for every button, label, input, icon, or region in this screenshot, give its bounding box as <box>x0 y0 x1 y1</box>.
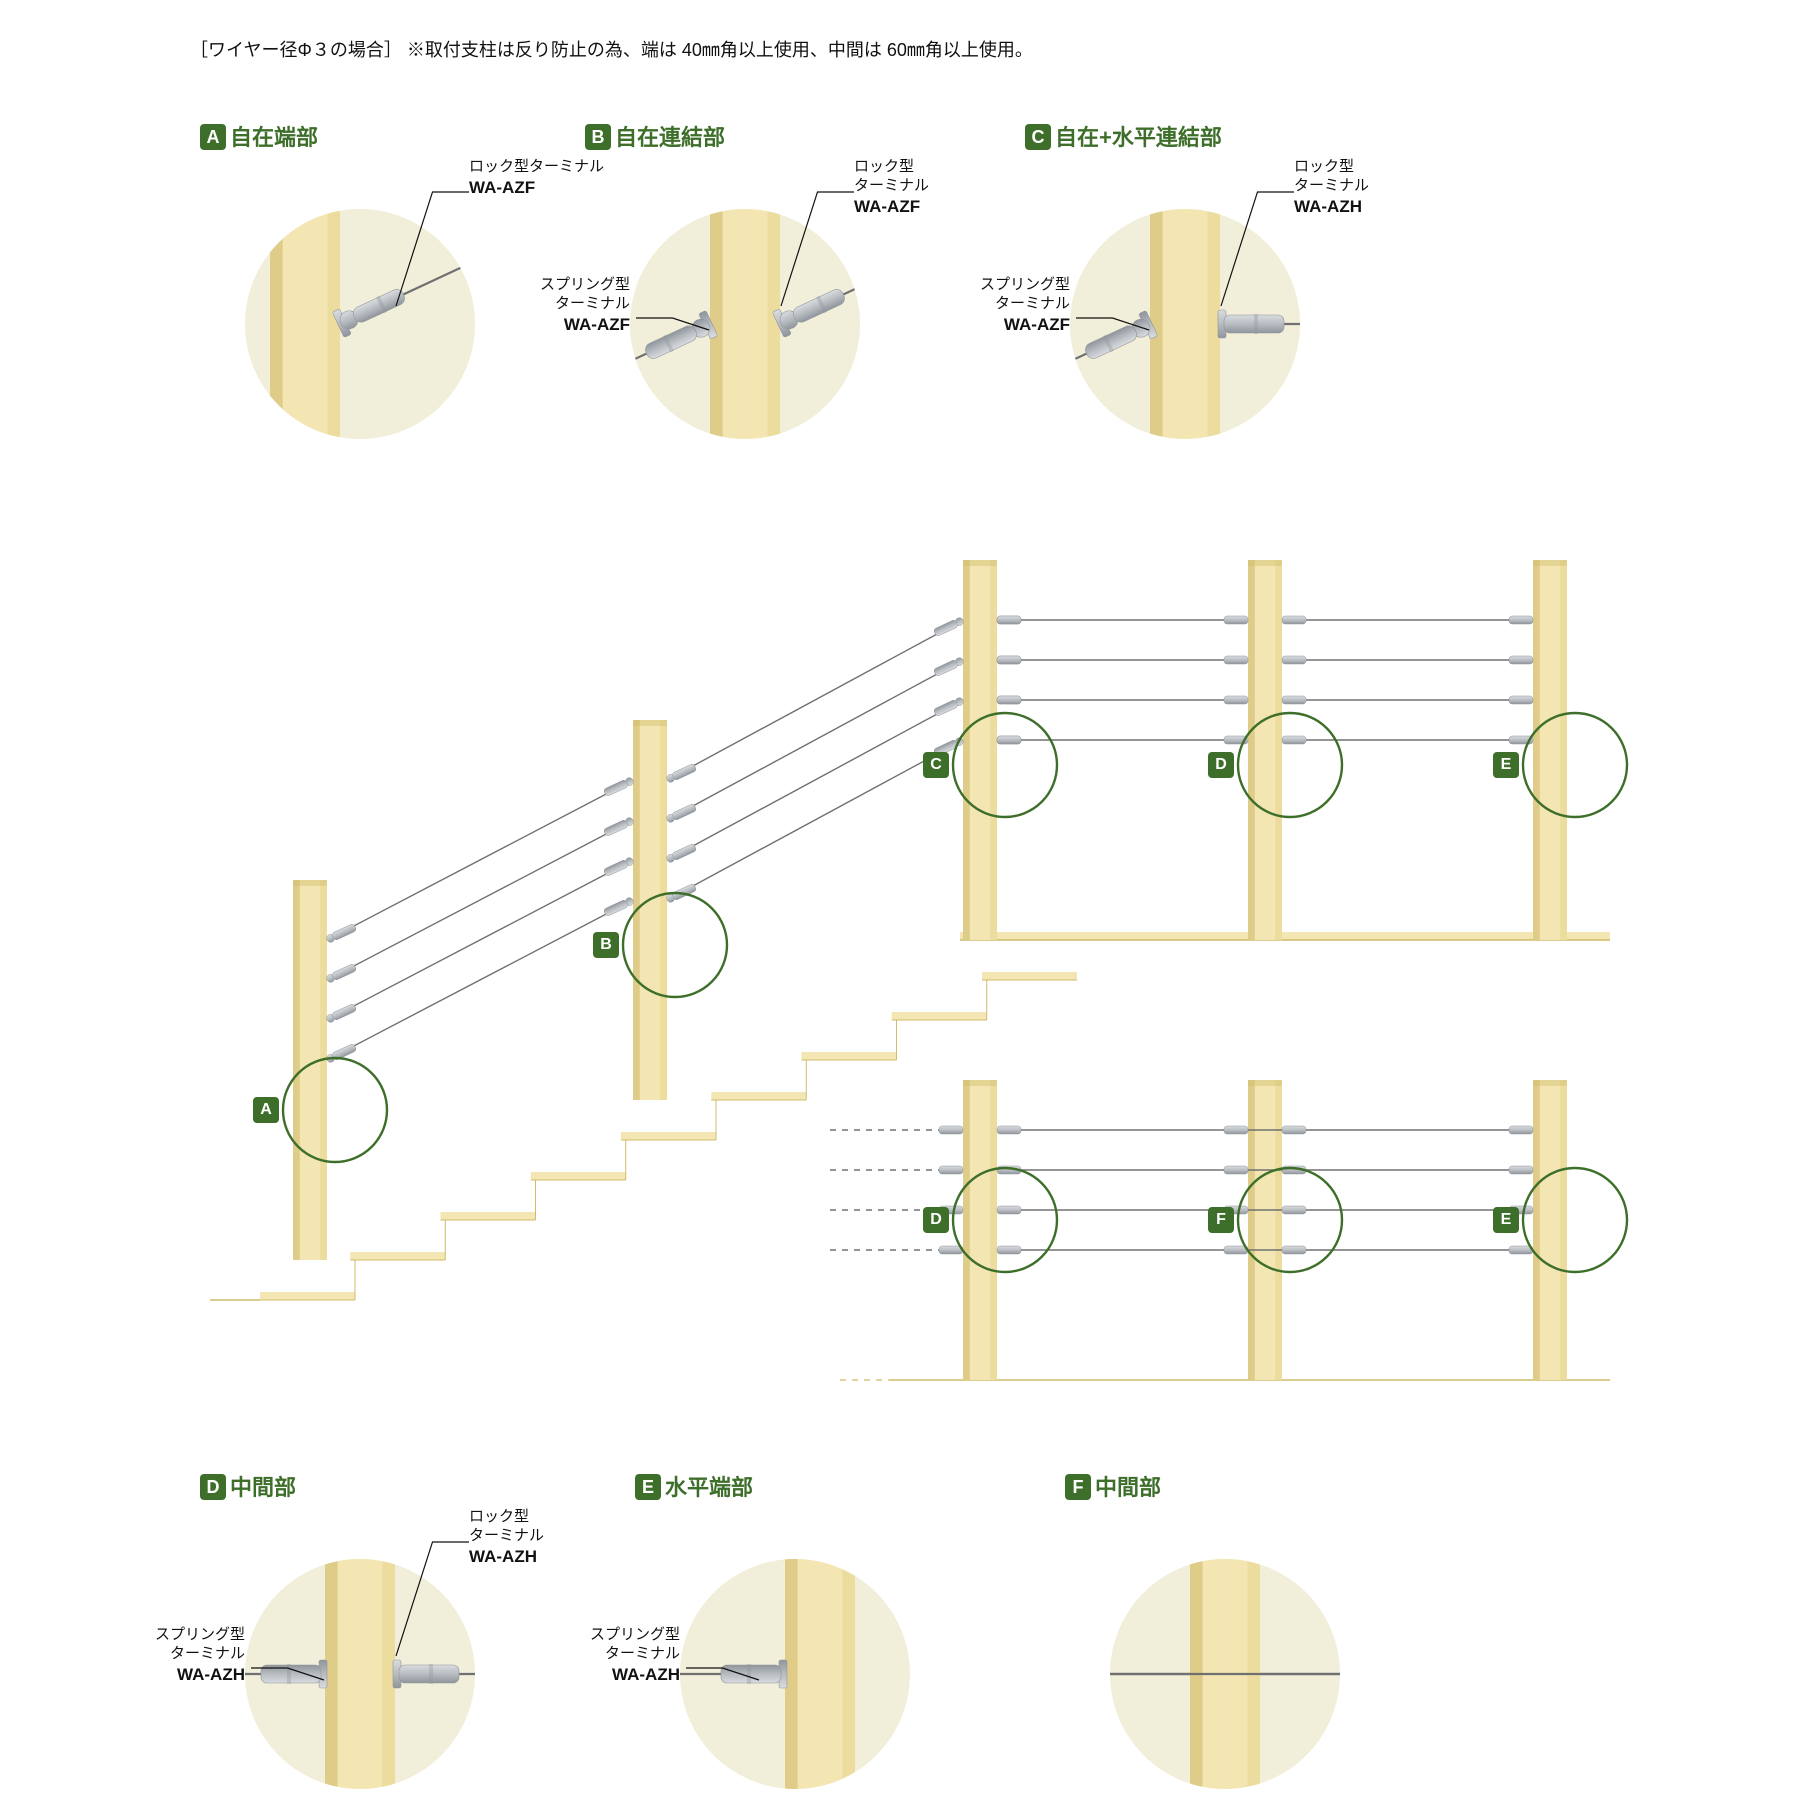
detail-title-C: C自在+水平連結部 <box>1025 120 1222 152</box>
badge-E: E <box>635 1474 661 1500</box>
callout-D-0: スプリング型ターミナルWA-AZH <box>95 1626 245 1685</box>
callout-E-0: スプリング型ターミナルWA-AZH <box>530 1626 680 1685</box>
detail-title-B: B自在連結部 <box>585 120 725 152</box>
detail-title-F: F中間部 <box>1065 1470 1161 1502</box>
badge-D: D <box>200 1474 226 1500</box>
ring-badge-D: D <box>1208 752 1234 778</box>
callout-D-1: ロック型ターミナルWA-AZH <box>469 1508 544 1567</box>
ring-badge-F: F <box>1208 1207 1234 1233</box>
ring-badge-E: E <box>1493 752 1519 778</box>
ring-badge-D: D <box>923 1207 949 1233</box>
badge-C: C <box>1025 124 1051 150</box>
badge-F: F <box>1065 1474 1091 1500</box>
page-note: ［ワイヤー径Φ３の場合］ ※取付支柱は反り防止の為、端は 40㎜角以上使用、中間… <box>190 36 1033 62</box>
main-diagram <box>190 540 1640 1440</box>
detail-title-D: D中間部 <box>200 1470 296 1502</box>
detail-svg-F <box>1035 1504 1415 1804</box>
callout-C-1: スプリング型ターミナルWA-AZF <box>920 276 1070 335</box>
badge-A: A <box>200 124 226 150</box>
callout-B-0: ロック型ターミナルWA-AZF <box>854 158 929 217</box>
ring-badge-E: E <box>1493 1207 1519 1233</box>
callout-C-0: ロック型ターミナルWA-AZH <box>1294 158 1369 217</box>
callout-B-1: スプリング型ターミナルWA-AZF <box>480 276 630 335</box>
ring-badge-A: A <box>253 1097 279 1123</box>
detail-title-A: A自在端部 <box>200 120 318 152</box>
badge-B: B <box>585 124 611 150</box>
detail-title-E: E水平端部 <box>635 1470 753 1502</box>
ring-badge-C: C <box>923 752 949 778</box>
ring-badge-B: B <box>593 932 619 958</box>
